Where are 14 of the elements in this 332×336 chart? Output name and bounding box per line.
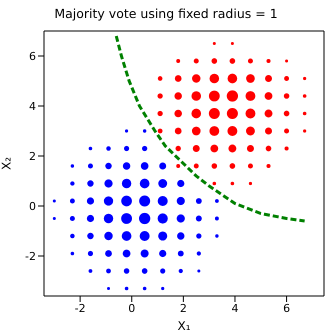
y-tick-label: 2: [29, 150, 36, 163]
x-tick-label: 2: [180, 302, 187, 315]
y-tick-label: -2: [25, 250, 36, 263]
x-tick-label: 4: [231, 302, 238, 315]
x-tick-label: 6: [283, 302, 290, 315]
chart-title: Majority vote using fixed radius = 1: [53, 5, 279, 23]
y-axis-title: X₂: [0, 156, 14, 170]
x-tick-label: 0: [128, 302, 136, 315]
y-tick-label: 0: [29, 200, 36, 213]
line-series: [114, 34, 306, 222]
x-axis-title: X₁: [177, 319, 191, 333]
y-tick-label: 4: [29, 100, 36, 113]
y-tick-label: 6: [29, 50, 36, 63]
x-tick-label: -2: [74, 302, 86, 315]
